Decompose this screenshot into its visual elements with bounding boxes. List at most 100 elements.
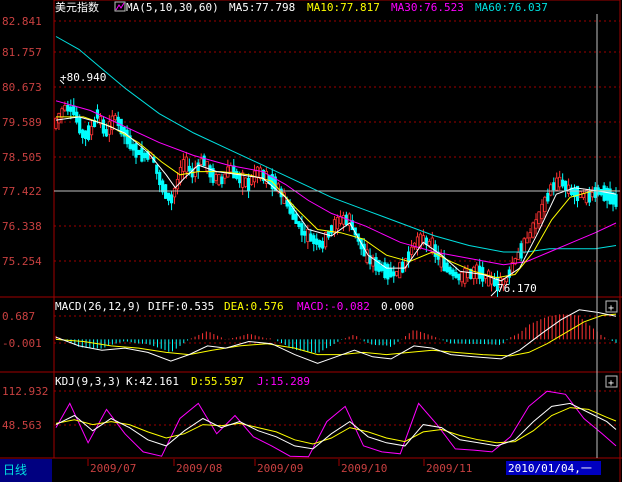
kdj-tick: 48.563	[2, 419, 42, 432]
candle-body	[442, 257, 446, 272]
candle-body	[448, 266, 452, 275]
kdj-header: KDJ(9,3,3)	[55, 375, 121, 388]
candle-body	[211, 168, 215, 183]
cursor-date-box	[506, 461, 601, 475]
ma-toggle-icon[interactable]	[114, 1, 126, 12]
candle-body	[220, 176, 224, 185]
candle-body	[543, 196, 547, 213]
candle-body	[398, 262, 402, 279]
macd-panel[interactable]	[55, 309, 617, 364]
candle-body	[137, 149, 141, 156]
candle-body	[605, 187, 609, 201]
candle-body	[549, 184, 553, 196]
candle-body	[181, 159, 186, 172]
period-tab-bg[interactable]	[0, 459, 52, 482]
candle-body	[196, 162, 200, 172]
low-marker: 76.170	[497, 282, 537, 295]
candle-body	[261, 169, 266, 181]
candle-body	[60, 108, 64, 118]
candle-body	[401, 261, 405, 273]
candle-body	[587, 190, 591, 203]
candle-body	[297, 221, 301, 227]
price-tick: 76.338	[2, 220, 42, 233]
candle-body	[427, 241, 431, 246]
candle-body	[113, 115, 117, 121]
kdj-expand-icon: +	[608, 378, 614, 389]
price-panel[interactable]	[54, 36, 618, 297]
candle-body	[460, 271, 464, 283]
macd-tick: -0.001	[2, 337, 42, 350]
candle-body	[89, 125, 94, 136]
kdj-tick: 112.932	[2, 385, 48, 398]
candle-body	[516, 252, 520, 260]
kdj-k-label: K:42.161	[126, 375, 179, 388]
candle-body	[329, 225, 334, 234]
ma10-label: MA10:77.817	[307, 1, 380, 14]
month-label: 2009/09	[257, 462, 303, 475]
candle-body	[72, 105, 76, 116]
candle-body	[492, 279, 497, 287]
candle-body	[244, 177, 248, 187]
ma5-label: MA5:77.798	[229, 1, 295, 14]
candle-body	[406, 251, 411, 263]
candle-body	[223, 173, 227, 179]
kdj-expand-button[interactable]	[605, 375, 618, 388]
candle-body	[300, 223, 304, 236]
candle-body	[608, 188, 612, 205]
candle-body	[101, 119, 106, 134]
candle-body	[507, 269, 511, 278]
candle-body	[318, 240, 322, 248]
candle-body	[513, 258, 517, 265]
candle-body	[217, 174, 221, 186]
cursor-date-label: 2010/01/04,一	[508, 462, 592, 475]
instrument-title: 美元指数	[55, 0, 99, 14]
candle-body	[546, 192, 550, 202]
candle-body	[602, 185, 606, 201]
candle-body	[158, 172, 162, 186]
candle-body	[412, 242, 417, 248]
candle-body	[593, 187, 597, 198]
candle-body	[119, 118, 123, 135]
candle-body	[537, 211, 541, 224]
macd-dea-label: DEA:0.576	[224, 300, 284, 313]
period-tab-label[interactable]: 日线	[3, 463, 27, 477]
candle-body	[383, 262, 387, 278]
candle-body	[229, 165, 233, 173]
macd-extra-label: 0.000	[381, 300, 414, 313]
candle-body	[205, 160, 209, 172]
candle-body	[344, 214, 348, 225]
low-marker-line	[490, 289, 498, 297]
candle-body	[78, 117, 82, 134]
month-label: 2009/11	[426, 462, 472, 475]
candle-body	[540, 203, 544, 220]
macd-expand-button[interactable]	[605, 300, 618, 313]
month-label: 2009/10	[341, 462, 387, 475]
price-tick: 75.254	[2, 255, 42, 268]
candle-body	[294, 213, 298, 224]
candle-body	[57, 112, 61, 124]
price-tick: 82.841	[2, 15, 42, 28]
candle-body	[445, 262, 449, 273]
kdj-k-line	[55, 402, 617, 450]
candle-body	[395, 270, 399, 276]
kdj-panel[interactable]	[55, 390, 617, 458]
macd-diff-label: DIFF:0.535	[148, 300, 214, 313]
candle-body	[338, 216, 343, 224]
candle-body	[498, 277, 503, 289]
candle-body	[98, 116, 103, 125]
candle-body	[575, 185, 580, 202]
candle-body	[54, 117, 58, 129]
candle-body	[510, 262, 514, 273]
candle-body	[590, 192, 594, 198]
moving-average-lines	[55, 36, 617, 282]
month-label: 2009/07	[90, 462, 136, 475]
candle-body	[202, 155, 206, 167]
candle-body	[104, 129, 108, 137]
candle-body	[519, 243, 523, 259]
candle-body	[306, 228, 310, 243]
candle-body	[199, 158, 203, 165]
candle-body	[389, 268, 393, 278]
candle-body	[584, 189, 588, 204]
candle-body	[368, 255, 372, 265]
